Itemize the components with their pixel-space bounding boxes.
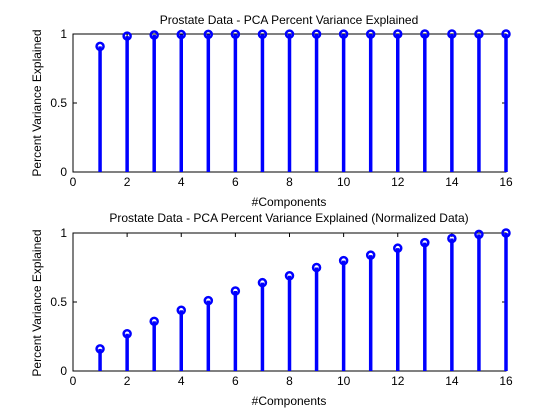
x-tick-label: 12 <box>391 175 405 189</box>
y-tick-label: 1 <box>60 226 67 240</box>
x-tick-label: 10 <box>337 175 351 189</box>
x-tick-label: 0 <box>70 374 77 388</box>
stem-marker <box>447 29 457 39</box>
stem-marker <box>393 29 403 39</box>
x-tick-label: 6 <box>232 175 239 189</box>
x-tick-label: 14 <box>445 175 459 189</box>
x-tick-label: 0 <box>70 175 77 189</box>
stem-marker <box>203 29 214 40</box>
stem-marker <box>230 286 241 296</box>
y-tick-label: 0 <box>60 364 67 378</box>
stem-marker <box>311 29 322 39</box>
stem-marker <box>501 29 511 39</box>
stem-marker <box>420 29 430 39</box>
x-tick-label: 8 <box>286 374 293 388</box>
x-tick-label: 10 <box>337 374 351 388</box>
stem-marker <box>176 29 186 40</box>
stem-marker <box>257 29 268 40</box>
stem-marker <box>311 262 322 273</box>
stem-marker <box>365 250 376 260</box>
x-tick-label: 2 <box>124 374 131 388</box>
y-axis-label: Percent Variance Explained <box>30 29 44 176</box>
stem-marker <box>501 228 511 238</box>
x-tick-label: 4 <box>178 374 185 388</box>
y-tick-label: 1 <box>60 27 67 41</box>
top-stem-chart: Prostate Data - PCA Percent Variance Exp… <box>30 13 513 209</box>
stem-marker <box>149 316 159 327</box>
stem-marker <box>420 237 430 248</box>
chart-title: Prostate Data - PCA Percent Variance Exp… <box>109 211 468 225</box>
stem-marker <box>95 344 105 354</box>
stem-marker <box>230 29 241 40</box>
stem-marker <box>474 29 484 39</box>
stem-marker <box>95 41 105 52</box>
stem-marker <box>149 30 159 40</box>
stem-marker <box>338 29 349 39</box>
stem-marker <box>338 255 349 266</box>
x-axis-label: #Components <box>252 195 327 209</box>
stem-marker <box>176 305 186 316</box>
x-tick-label: 16 <box>499 175 513 189</box>
x-tick-label: 16 <box>499 374 513 388</box>
y-tick-label: 0 <box>60 165 67 179</box>
bottom-stem-chart: Prostate Data - PCA Percent Variance Exp… <box>30 211 513 408</box>
stem-marker <box>474 229 484 240</box>
stem-marker <box>203 295 214 306</box>
stem-marker <box>447 233 457 244</box>
x-tick-label: 12 <box>391 374 405 388</box>
x-tick-label: 4 <box>178 175 185 189</box>
stem-marker <box>257 277 268 288</box>
x-tick-label: 6 <box>232 374 239 388</box>
stem-marker <box>122 31 132 41</box>
x-tick-label: 2 <box>124 175 131 189</box>
stem-marker <box>393 243 403 253</box>
x-tick-label: 14 <box>445 374 459 388</box>
y-tick-label: 0.5 <box>50 96 67 110</box>
x-tick-label: 8 <box>286 175 293 189</box>
chart-title: Prostate Data - PCA Percent Variance Exp… <box>160 13 419 27</box>
y-axis-label: Percent Variance Explained <box>30 229 44 376</box>
stem-marker <box>284 29 295 39</box>
stem-marker <box>284 271 295 281</box>
stem-marker <box>365 29 376 39</box>
stem-marker <box>122 328 132 339</box>
x-axis-label: #Components <box>252 394 327 408</box>
y-tick-label: 0.5 <box>50 295 67 309</box>
